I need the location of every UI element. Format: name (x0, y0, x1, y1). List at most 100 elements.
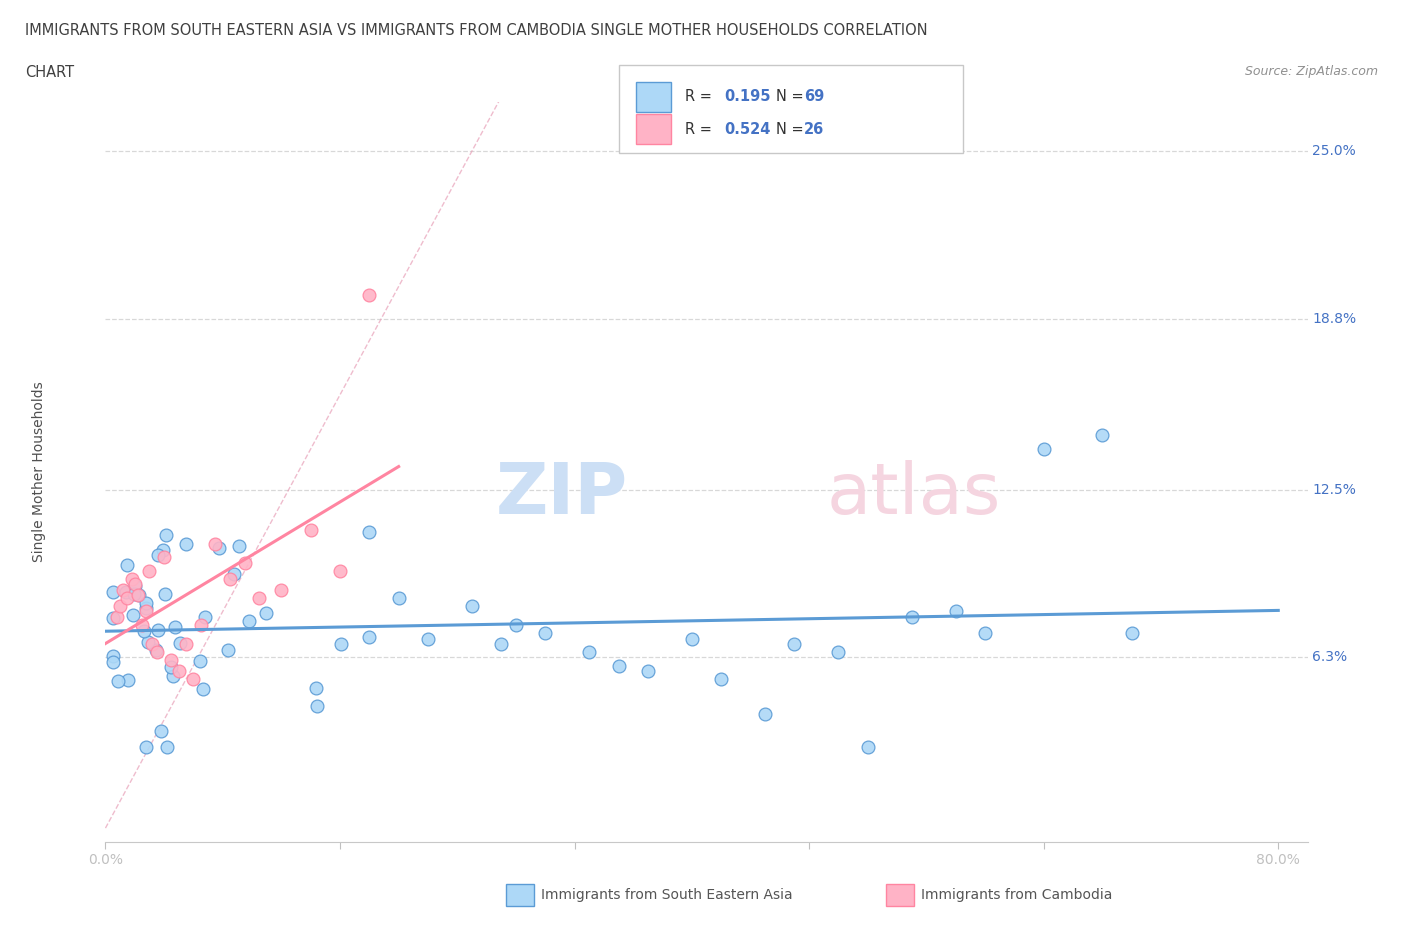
Point (224, 566, 246, 581)
Point (505, 618, 527, 632)
Point (1032, 442, 1054, 457)
Point (148, 622, 170, 637)
Point (238, 614, 260, 629)
Point (359, 630, 381, 644)
Point (135, 595, 157, 610)
Text: R =: R = (685, 122, 716, 137)
Point (974, 626, 997, 641)
Point (107, 674, 129, 689)
Point (160, 653, 183, 668)
Point (124, 578, 146, 593)
Point (783, 636, 806, 651)
Text: Single Mother Households: Single Mother Households (32, 381, 46, 563)
Point (359, 287, 381, 302)
Text: 25.0%: 25.0% (1312, 144, 1355, 158)
Point (183, 671, 205, 686)
Text: Immigrants from South Eastern Asia: Immigrants from South Eastern Asia (541, 887, 793, 902)
Point (131, 618, 153, 632)
Point (945, 604, 967, 618)
Point (607, 658, 630, 673)
Text: N =: N = (776, 89, 808, 104)
Point (127, 588, 149, 603)
Point (194, 609, 217, 624)
Point (112, 582, 135, 597)
Text: 12.5%: 12.5% (1312, 483, 1355, 497)
Point (114, 585, 136, 600)
Text: R =: R = (685, 89, 716, 104)
Point (491, 636, 513, 651)
Text: 6.3%: 6.3% (1312, 650, 1347, 665)
Point (827, 644, 849, 659)
Text: Immigrants from Cambodia: Immigrants from Cambodia (921, 887, 1112, 902)
Point (207, 541, 229, 556)
Point (155, 527, 177, 542)
Point (152, 543, 174, 558)
Point (153, 550, 176, 565)
Point (124, 577, 146, 591)
Text: atlas: atlas (827, 459, 1001, 528)
Point (254, 605, 277, 620)
Point (128, 588, 150, 603)
Text: 26: 26 (804, 122, 824, 137)
Point (299, 523, 322, 538)
Text: 69: 69 (804, 89, 824, 104)
Text: Source: ZipAtlas.com: Source: ZipAtlas.com (1244, 65, 1378, 78)
Point (101, 584, 124, 599)
Text: ZIP: ZIP (496, 459, 628, 528)
Point (578, 644, 600, 659)
Point (754, 707, 776, 722)
Point (141, 636, 163, 651)
Point (190, 618, 212, 632)
Point (359, 525, 381, 539)
Point (270, 582, 292, 597)
Point (153, 587, 176, 602)
Point (900, 609, 922, 624)
Point (149, 724, 172, 738)
Point (138, 564, 160, 578)
Point (108, 599, 131, 614)
Point (167, 664, 190, 679)
Text: 18.8%: 18.8% (1312, 312, 1357, 326)
Point (305, 681, 328, 696)
Text: IMMIGRANTS FROM SOUTH EASTERN ASIA VS IMMIGRANTS FROM CAMBODIA SINGLE MOTHER HOU: IMMIGRANTS FROM SOUTH EASTERN ASIA VS IM… (25, 23, 928, 38)
Point (156, 739, 179, 754)
Point (461, 599, 484, 614)
Point (228, 539, 250, 554)
Point (204, 537, 226, 551)
Point (416, 631, 439, 646)
Point (217, 643, 239, 658)
Point (681, 631, 703, 646)
Text: N =: N = (776, 122, 808, 137)
Point (174, 536, 197, 551)
Point (134, 600, 156, 615)
Point (145, 644, 167, 659)
Point (1121, 626, 1143, 641)
Point (121, 572, 143, 587)
Point (162, 669, 184, 684)
Point (132, 623, 155, 638)
Point (117, 591, 139, 605)
Point (856, 739, 879, 754)
Point (174, 636, 197, 651)
Point (305, 698, 328, 713)
Point (101, 611, 124, 626)
Point (329, 564, 352, 578)
Point (135, 604, 157, 618)
Text: 0.524: 0.524 (724, 122, 770, 137)
Point (115, 558, 138, 573)
Point (329, 637, 352, 652)
Point (637, 664, 659, 679)
Point (117, 672, 139, 687)
Point (101, 655, 124, 670)
Point (145, 643, 167, 658)
Point (710, 671, 733, 686)
Point (148, 548, 170, 563)
Point (122, 587, 145, 602)
Point (534, 626, 557, 641)
Point (136, 634, 159, 649)
Point (159, 659, 181, 674)
Point (105, 609, 128, 624)
Point (169, 636, 191, 651)
Text: CHART: CHART (25, 65, 75, 80)
Point (247, 591, 270, 605)
